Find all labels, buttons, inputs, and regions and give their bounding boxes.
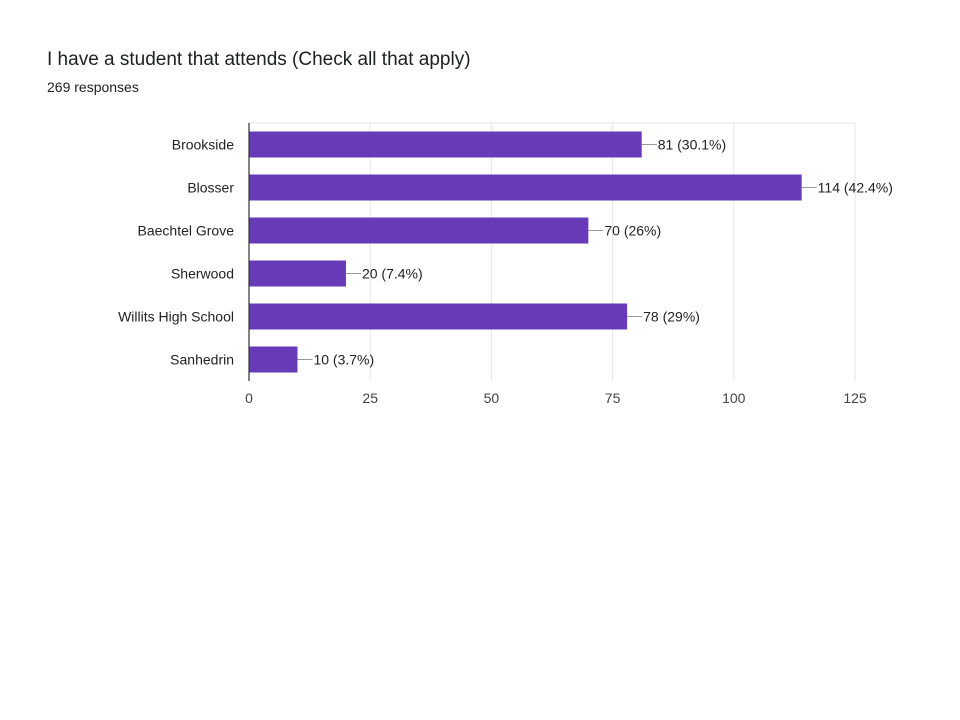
category-label: Sherwood xyxy=(171,266,234,282)
bar xyxy=(249,217,589,244)
category-label: Blosser xyxy=(187,180,234,196)
category-label: Sanhedrin xyxy=(170,352,234,368)
data-label: 78 (29%) xyxy=(643,309,700,325)
category-label: Willits High School xyxy=(118,309,234,325)
x-tick-label: 50 xyxy=(484,390,500,406)
bar xyxy=(249,303,628,330)
category-label: Baechtel Grove xyxy=(138,223,235,239)
gridlines xyxy=(249,122,856,381)
bar xyxy=(249,260,346,287)
response-count: 269 responses xyxy=(47,79,139,95)
chart-header: I have a student that attends (Check all… xyxy=(47,46,471,96)
data-label: 10 (3.7%) xyxy=(313,352,374,368)
bars xyxy=(249,131,802,373)
data-label: 81 (30.1%) xyxy=(658,137,726,153)
data-label: 70 (26%) xyxy=(604,223,661,239)
x-tick-label: 75 xyxy=(605,390,621,406)
x-tick-label: 125 xyxy=(843,390,867,406)
data-label: 20 (7.4%) xyxy=(362,266,423,282)
bar xyxy=(249,131,642,158)
bar xyxy=(249,346,298,373)
bar xyxy=(249,174,802,201)
x-tick-label: 25 xyxy=(362,390,378,406)
x-tick-label: 100 xyxy=(722,390,746,406)
x-tick-label: 0 xyxy=(245,390,253,406)
chart-title: I have a student that attends (Check all… xyxy=(47,49,471,70)
labels: 0 25 50 75 100 125 Brookside 81 (30.1%) Blosser 1… xyxy=(118,137,893,407)
data-label: 114 (42.4%) xyxy=(818,180,893,196)
category-label: Brookside xyxy=(172,137,234,153)
